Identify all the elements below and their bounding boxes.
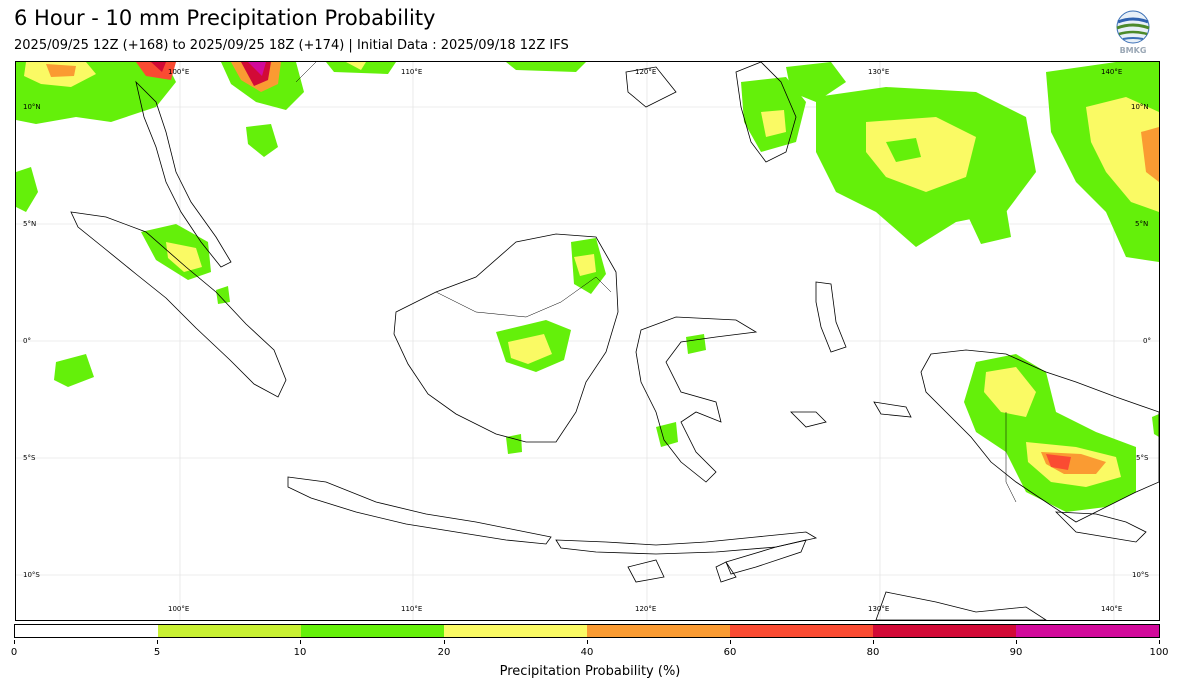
colorbar-segment-90-100 [1016, 625, 1159, 637]
page-subtitle: 2025/09/25 12Z (+168) to 2025/09/25 18Z … [14, 38, 569, 53]
lat-label-5n-left: 5°N [23, 220, 36, 228]
colorbar-segment-40-60 [587, 625, 730, 637]
precipitation-map[interactable]: 100°E 110°E 120°E 130°E 140°E 100°E 110°… [15, 61, 1160, 621]
colorbar-label-0: 0 [11, 647, 17, 658]
lon-label-120e-top: 120°E [635, 68, 656, 76]
lat-label-0-right: 0° [1143, 337, 1151, 345]
lon-label-140e-top: 140°E [1101, 68, 1122, 76]
colorbar-label-90: 90 [1010, 647, 1023, 658]
colorbar-tick [730, 640, 731, 644]
colorbar-tick [1016, 640, 1017, 644]
lat-label-5s-right: 5°S [1136, 454, 1148, 462]
globe-icon: BMKG [1113, 10, 1153, 56]
bmkg-logo: BMKG [1113, 10, 1153, 56]
colorbar-tick [14, 640, 15, 644]
precipitation-field [16, 62, 1159, 512]
colorbar-label-80: 80 [867, 647, 880, 658]
lon-label-110e-bottom: 110°E [401, 605, 422, 613]
colorbar-label-40: 40 [581, 647, 594, 658]
lat-label-5s-left: 5°S [23, 454, 35, 462]
colorbar-tick [587, 640, 588, 644]
lon-label-130e-top: 130°E [868, 68, 889, 76]
colorbar-tick [157, 640, 158, 644]
colorbar-segment-80-90 [873, 625, 1016, 637]
colorbar-label-10: 10 [294, 647, 307, 658]
lat-label-0-left: 0° [23, 337, 31, 345]
map-canvas [16, 62, 1159, 620]
lon-label-130e-bottom: 130°E [868, 605, 889, 613]
colorbar-tick [444, 640, 445, 644]
colorbar-segment-20-40 [444, 625, 587, 637]
lat-label-10s-right: 10°S [1132, 571, 1149, 579]
colorbar-label-60: 60 [724, 647, 737, 658]
lon-label-100e-bottom: 100°E [168, 605, 189, 613]
colorbar-tick [300, 640, 301, 644]
lat-label-10n-left: 10°N [23, 103, 41, 111]
svg-text:BMKG: BMKG [1120, 46, 1147, 55]
page-title: 6 Hour - 10 mm Precipitation Probability [14, 6, 435, 30]
colorbar-tick [873, 640, 874, 644]
colorbar [14, 624, 1160, 638]
lon-label-100e-top: 100°E [168, 68, 189, 76]
colorbar-segment-60-80 [730, 625, 873, 637]
colorbar-segment-10-20 [301, 625, 444, 637]
colorbar-label-100: 100 [1149, 647, 1168, 658]
lat-label-10s-left: 10°S [23, 571, 40, 579]
lat-label-10n-right: 10°N [1131, 103, 1149, 111]
lon-label-110e-top: 110°E [401, 68, 422, 76]
lon-label-140e-bottom: 140°E [1101, 605, 1122, 613]
colorbar-title: Precipitation Probability (%) [0, 664, 1180, 679]
colorbar-segment-0-5 [15, 625, 158, 637]
colorbar-segment-5-10 [158, 625, 301, 637]
lon-label-120e-bottom: 120°E [635, 605, 656, 613]
lat-label-5n-right: 5°N [1135, 220, 1148, 228]
colorbar-label-5: 5 [154, 647, 160, 658]
colorbar-label-20: 20 [438, 647, 451, 658]
colorbar-tick [1159, 640, 1160, 644]
